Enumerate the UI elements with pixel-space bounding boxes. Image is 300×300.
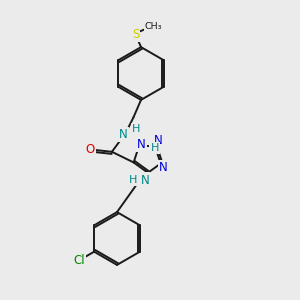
Text: N: N: [140, 173, 149, 187]
Text: O: O: [85, 143, 94, 156]
Text: CH₃: CH₃: [145, 22, 162, 31]
Text: N: N: [154, 134, 163, 147]
Text: H: H: [132, 124, 141, 134]
Text: N: N: [119, 128, 128, 141]
Text: N: N: [159, 161, 168, 174]
Text: Cl: Cl: [73, 254, 85, 267]
Text: N: N: [137, 138, 146, 151]
Text: S: S: [132, 28, 139, 41]
Text: H: H: [129, 175, 138, 185]
Text: H: H: [151, 143, 159, 153]
